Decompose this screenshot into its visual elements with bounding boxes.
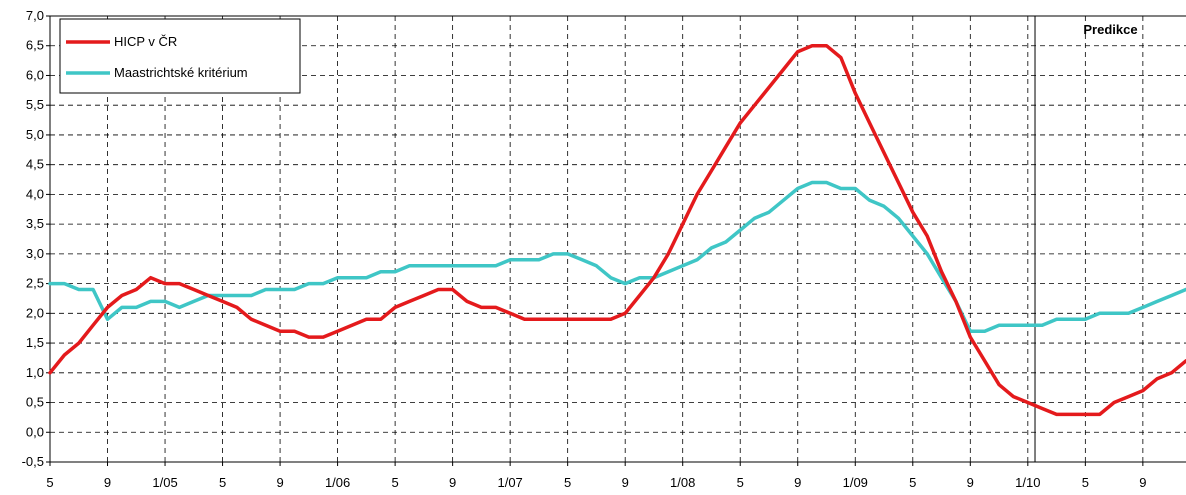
series-line-maastricht <box>48 180 1186 333</box>
x-tick-label: 1/06 <box>325 475 350 490</box>
y-tick-label: 6,5 <box>26 38 44 53</box>
y-tick-label: 2,5 <box>26 276 44 291</box>
x-tick-label: 9 <box>1139 475 1146 490</box>
y-tick-label: 6,0 <box>26 67 44 82</box>
x-tick-label: 9 <box>276 475 283 490</box>
x-axis-tick-labels: 5 9 1/05 5 9 1/06 5 9 1/07 5 9 1/08 5 9 1/09 5 9 1/10 5 9 <box>46 462 1146 490</box>
x-tick-label: 9 <box>104 475 111 490</box>
y-tick-label: 2,0 <box>26 305 44 320</box>
x-tick-label: 1/08 <box>670 475 695 490</box>
y-tick-label: 0,5 <box>26 395 44 410</box>
x-tick-label: 1/07 <box>497 475 522 490</box>
axes <box>49 15 1186 463</box>
y-axis-tick-labels: -0,5 0,0 0,5 1,0 1,5 2,0 2,5 3,0 3,5 4,0 4,5 5,0 5,5… <box>22 8 50 469</box>
x-tick-label: 5 <box>564 475 571 490</box>
x-tick-label: 5 <box>737 475 744 490</box>
x-tick-label: 9 <box>967 475 974 490</box>
x-tick-label: 9 <box>794 475 801 490</box>
legend-label-maastricht: Maastrichtské kritérium <box>114 65 248 80</box>
x-tick-label: 1/10 <box>1015 475 1040 490</box>
x-tick-label: 5 <box>909 475 916 490</box>
x-tick-label: 5 <box>46 475 53 490</box>
y-tick-label: 1,0 <box>26 365 44 380</box>
y-tick-label: 5,5 <box>26 97 44 112</box>
y-tick-label: 0,0 <box>26 424 44 439</box>
y-tick-label: 1,5 <box>26 335 44 350</box>
y-tick-label: 5,0 <box>26 127 44 142</box>
forecast-label: Predikce <box>1083 22 1137 37</box>
x-tick-label: 5 <box>219 475 226 490</box>
y-tick-label: 4,0 <box>26 186 44 201</box>
y-tick-label: 4,5 <box>26 157 44 172</box>
x-tick-label: 9 <box>622 475 629 490</box>
y-tick-label: -0,5 <box>22 454 44 469</box>
series-line-hicp <box>48 43 1186 417</box>
legend: HICP v ČR Maastrichtské kritérium <box>59 18 301 94</box>
x-tick-label: 5 <box>1082 475 1089 490</box>
y-tick-label: 3,0 <box>26 246 44 261</box>
x-tick-label: 5 <box>391 475 398 490</box>
x-tick-label: 1/09 <box>843 475 868 490</box>
legend-box <box>59 18 301 94</box>
legend-label-hicp: HICP v ČR <box>114 34 177 49</box>
x-tick-label: 1/05 <box>152 475 177 490</box>
y-tick-label: 3,5 <box>26 216 44 231</box>
x-tick-label: 9 <box>449 475 456 490</box>
series-lines <box>48 43 1186 417</box>
y-tick-label: 7,0 <box>26 8 44 23</box>
